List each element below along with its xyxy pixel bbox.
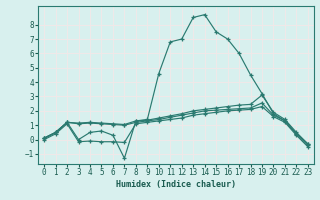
X-axis label: Humidex (Indice chaleur): Humidex (Indice chaleur) [116, 180, 236, 189]
